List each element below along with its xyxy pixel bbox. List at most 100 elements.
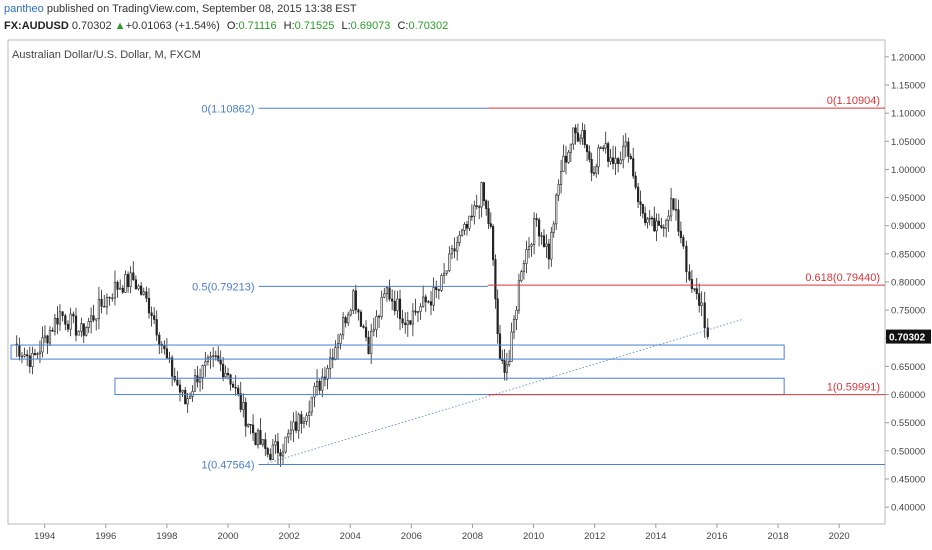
candle-body [140, 285, 143, 295]
price-change: +0.01063 (+1.54%) [125, 20, 220, 32]
candle-body [377, 315, 381, 318]
candle-body [505, 364, 508, 373]
candle-body [624, 141, 627, 147]
close-value: 0.70302 [408, 20, 449, 32]
candle-body [302, 421, 306, 424]
candle-body [432, 287, 435, 306]
author-link[interactable]: pantheo [4, 3, 44, 15]
support-zone[interactable] [10, 344, 785, 360]
candle-body [614, 158, 617, 164]
candle-body [552, 223, 555, 233]
candle-body [69, 313, 72, 330]
candle-body [470, 215, 473, 218]
candle-body [209, 356, 212, 358]
candle-body [540, 235, 543, 237]
candle-body [622, 145, 625, 161]
candle-body [111, 297, 114, 300]
price-label: 0.70302 [889, 333, 926, 344]
candle-body [579, 137, 582, 142]
candle-body [674, 209, 678, 211]
candle-body [478, 206, 481, 208]
candle-body [532, 218, 536, 245]
candle-body [53, 317, 57, 332]
candle-body [276, 441, 280, 453]
candle-body [657, 220, 660, 226]
candle-body [695, 288, 698, 294]
candle-body [321, 376, 324, 391]
high-value: 0.71525 [294, 20, 335, 32]
candle-body [193, 375, 197, 392]
candle-body [184, 390, 187, 405]
candle-body [527, 245, 531, 250]
candle-body [494, 259, 497, 300]
candle-body [672, 198, 675, 210]
candle-body [129, 272, 132, 288]
y-tick-label: 1.00000 [891, 165, 925, 176]
up-arrow-icon: ▲ [114, 20, 126, 32]
candle-body [300, 414, 303, 424]
candle-body [450, 248, 454, 255]
candle-body [585, 144, 589, 152]
candle-body [411, 310, 414, 325]
candle-body [401, 318, 404, 324]
candle-body [660, 225, 663, 228]
candle-body [416, 311, 420, 313]
plot-area [7, 39, 886, 525]
candle-body [693, 288, 696, 290]
candle-body [644, 212, 647, 223]
candle-body [212, 355, 215, 357]
candle-body [214, 355, 217, 357]
candle-body [26, 354, 29, 357]
y-tick-label: 0.50000 [891, 446, 925, 457]
candle-body [453, 248, 456, 252]
candle-body [46, 335, 49, 344]
candle-body [142, 291, 145, 295]
candle-body [72, 313, 75, 317]
candle-body [336, 343, 340, 348]
candle-body [362, 325, 365, 328]
x-tick-label: 2004 [340, 531, 361, 542]
x-tick-label: 2008 [462, 531, 483, 542]
candle-body [458, 234, 461, 243]
candle-body [196, 375, 199, 383]
candle-body [64, 315, 67, 325]
candle-body [590, 159, 593, 174]
candle-body [653, 218, 656, 232]
candle-body [688, 271, 691, 280]
support-zone[interactable] [114, 377, 785, 396]
candle-body [132, 272, 135, 281]
y-tick-label: 1.15000 [891, 81, 925, 92]
y-tick-label: 1.20000 [891, 52, 925, 63]
candle-body [145, 291, 148, 299]
publish-info: published on TradingView.com, September … [43, 3, 357, 15]
candle-body [178, 384, 182, 393]
y-tick-label: 0.40000 [891, 503, 925, 514]
candle-body [329, 357, 332, 369]
candle-body [116, 281, 119, 290]
candle-body [20, 355, 24, 358]
candle-body [388, 287, 391, 300]
candle-body [512, 319, 516, 333]
candle-body [318, 381, 321, 391]
candle-body [442, 272, 446, 276]
candle-body [334, 347, 337, 361]
candle-body [226, 372, 230, 376]
y-tick-label: 0.55000 [891, 418, 925, 429]
candle-body [545, 243, 548, 247]
candle-body [517, 280, 521, 311]
candle-body [559, 171, 563, 185]
candle-body [256, 430, 260, 446]
close-label: C: [397, 20, 409, 32]
candle-body [632, 158, 635, 177]
candle-body [287, 432, 290, 438]
low-label: L: [341, 20, 351, 32]
candle-body [569, 143, 572, 153]
candle-body [406, 320, 409, 326]
candle-body [475, 205, 478, 207]
candle-body [124, 274, 127, 293]
candle-body [113, 281, 117, 299]
candle-body [574, 127, 577, 134]
candle-body [380, 296, 383, 317]
candle-body [393, 300, 396, 312]
